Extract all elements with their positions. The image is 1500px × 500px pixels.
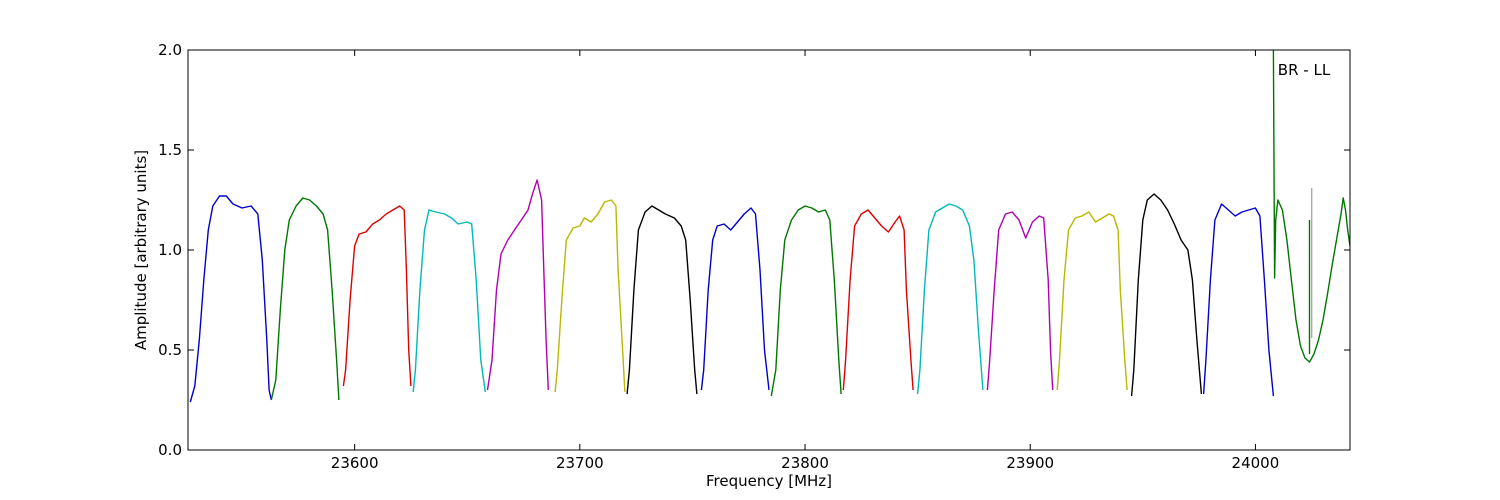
x-axis-label: Frequency [MHz] (706, 472, 832, 490)
series-line-10 (842, 209, 914, 391)
series-line-1 (189, 195, 272, 403)
series-line-7 (626, 205, 698, 395)
x-tick-label: 23800 (781, 454, 829, 472)
series-line-12 (986, 211, 1054, 391)
series-layer (189, 50, 1350, 403)
y-tick-label: 2.0 (158, 41, 182, 59)
series-line-4 (412, 209, 486, 393)
y-axis-label: Amplitude [arbitrary units] (132, 150, 150, 350)
series-line-9 (770, 205, 842, 397)
y-tick-label: 1.5 (158, 141, 182, 159)
series-line-14 (1130, 193, 1203, 397)
x-tick-label: 24000 (1232, 454, 1280, 472)
series-line-13 (1056, 211, 1128, 391)
series-line-6 (554, 199, 626, 393)
series-line-3 (342, 205, 412, 387)
x-tick-label: 23900 (1006, 454, 1054, 472)
panel-annotation: BR - LL (1278, 61, 1331, 79)
ticks-layer: 23600 23700 23800 23900 24000 0.0 0.5 1.0 1.5 2.0 (158, 41, 1350, 472)
y-tick-label: 0.0 (158, 441, 182, 459)
series-line-15 (1202, 203, 1275, 397)
y-tick-label: 1.0 (158, 241, 182, 259)
x-tick-label: 23600 (331, 454, 379, 472)
series-line-2 (270, 197, 340, 401)
x-tick-label: 23700 (556, 454, 604, 472)
series-line-5 (486, 179, 549, 391)
series-line-8 (700, 207, 770, 391)
series-line-16 (1272, 50, 1350, 363)
y-tick-label: 0.5 (158, 341, 182, 359)
series-line-11 (916, 203, 984, 395)
